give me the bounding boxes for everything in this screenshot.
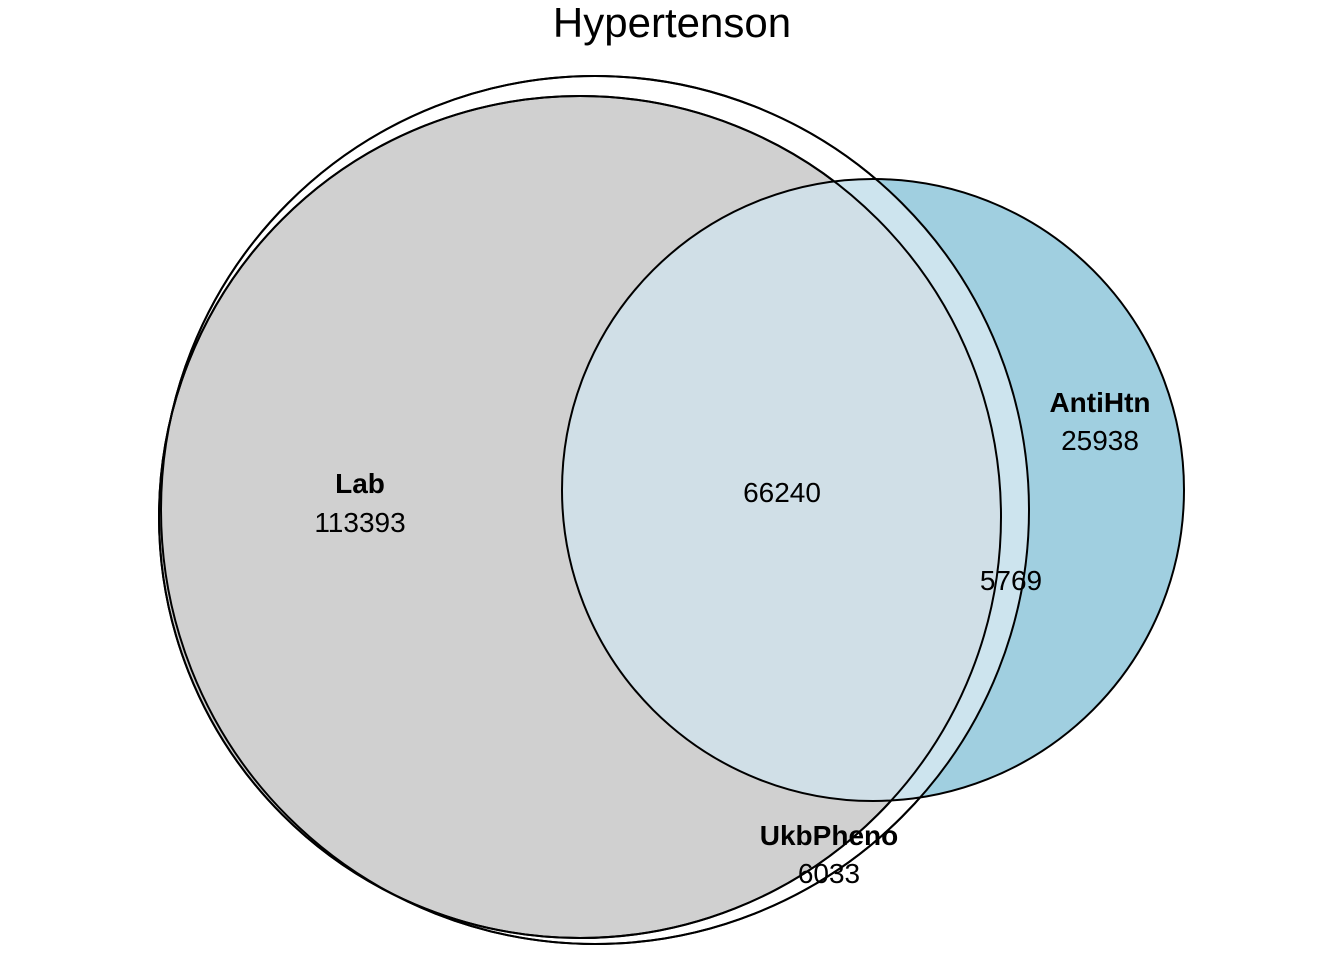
count-lab-only: 113393	[314, 507, 405, 538]
set-label-lab: Lab	[335, 468, 385, 499]
set-label-ukbpheno: UkbPheno	[760, 820, 898, 851]
lab-outline	[158, 95, 1002, 939]
set-label-antihtn: AntiHtn	[1049, 387, 1150, 418]
count-antihtn-only: 25938	[1061, 425, 1139, 456]
count-lab-antihtn: 66240	[743, 477, 821, 508]
ukbpheno-outline	[160, 75, 1030, 945]
lab-antihtn-overlap	[562, 179, 1001, 801]
diagram-title: Hypertenson	[553, 0, 791, 46]
count-ukbpheno-only: 6033	[798, 858, 860, 889]
count-ukbpheno-antihtn: 5769	[980, 565, 1042, 596]
antihtn-outline	[561, 178, 1185, 802]
